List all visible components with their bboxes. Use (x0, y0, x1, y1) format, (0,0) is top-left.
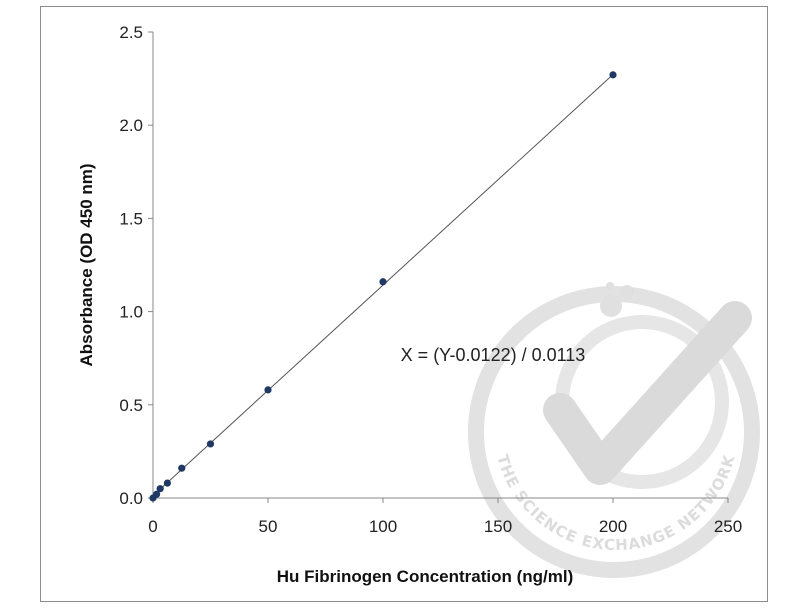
checkmark-seal-icon (543, 301, 752, 485)
x-tick-label: 200 (599, 517, 627, 536)
data-point (609, 71, 617, 79)
y-axis-title: Absorbance (OD 450 nm) (77, 163, 96, 366)
y-tick-label: 2.5 (119, 23, 143, 42)
x-tick-label: 100 (369, 517, 397, 536)
x-axis-title: Hu Fibrinogen Concentration (ng/ml) (277, 567, 574, 586)
y-tick-label: 1.5 (119, 209, 143, 228)
data-point (379, 278, 387, 286)
x-tick-label: 50 (259, 517, 278, 536)
data-point (152, 490, 161, 498)
data-point (156, 485, 164, 493)
x-tick-label: 150 (484, 517, 512, 536)
y-tick-label: 1.0 (119, 303, 143, 322)
x-tick-label: 0 (148, 517, 157, 536)
y-tick-label: 0.0 (119, 489, 143, 508)
y-tick-label: 0.5 (119, 396, 143, 415)
y-tick-label: 2.0 (119, 116, 143, 135)
y-ticks: 0.0 0.5 1.0 1.5 2.0 2.5 (119, 23, 153, 508)
data-points (149, 71, 617, 502)
watermark-dot-medium (620, 285, 634, 299)
data-point (264, 386, 272, 394)
watermark-dot-large (600, 295, 622, 317)
equation-annotation: X = (Y-0.0122) / 0.0113 (401, 345, 586, 365)
data-point (163, 479, 171, 487)
watermark-outer-ring (468, 286, 760, 578)
x-tick-label: 250 (714, 517, 742, 536)
watermark-dot-small (606, 282, 614, 290)
x-ticks: 0 50 100 150 200 250 (148, 498, 742, 536)
data-point (206, 440, 215, 448)
data-point (178, 464, 186, 472)
